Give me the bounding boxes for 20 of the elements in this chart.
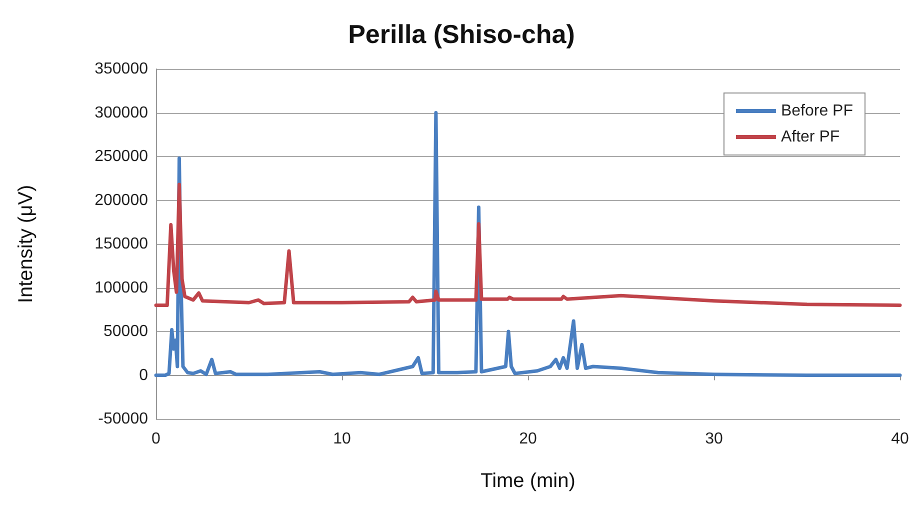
- x-tick-label: 0: [152, 430, 161, 448]
- y-tick-label: 100000: [94, 279, 148, 296]
- y-tick-label: -50000: [98, 410, 148, 428]
- line-series: [154, 182, 902, 307]
- x-axis-title: Time (min): [480, 470, 576, 492]
- y-tick-label: 300000: [94, 104, 148, 122]
- y-tick-label: 150000: [94, 236, 148, 252]
- y-tick-label: 50000: [104, 323, 148, 340]
- y-tick-label: 0: [139, 366, 148, 384]
- y-tick-label: 350000: [94, 60, 148, 78]
- chart-title: Perilla (Shiso-cha): [348, 19, 575, 49]
- y-axis-title: Intensity (μV): [15, 184, 37, 304]
- x-tick-label: 10: [333, 430, 351, 448]
- y-tick-label: 200000: [94, 192, 148, 209]
- legend-label: Before PF: [780, 102, 854, 120]
- x-tick-label: 20: [519, 430, 537, 448]
- y-tick-label: 250000: [94, 148, 148, 165]
- x-tick-label: 30: [705, 430, 723, 448]
- x-tick-label: 40: [891, 430, 909, 448]
- legend-label: After PF: [780, 128, 840, 146]
